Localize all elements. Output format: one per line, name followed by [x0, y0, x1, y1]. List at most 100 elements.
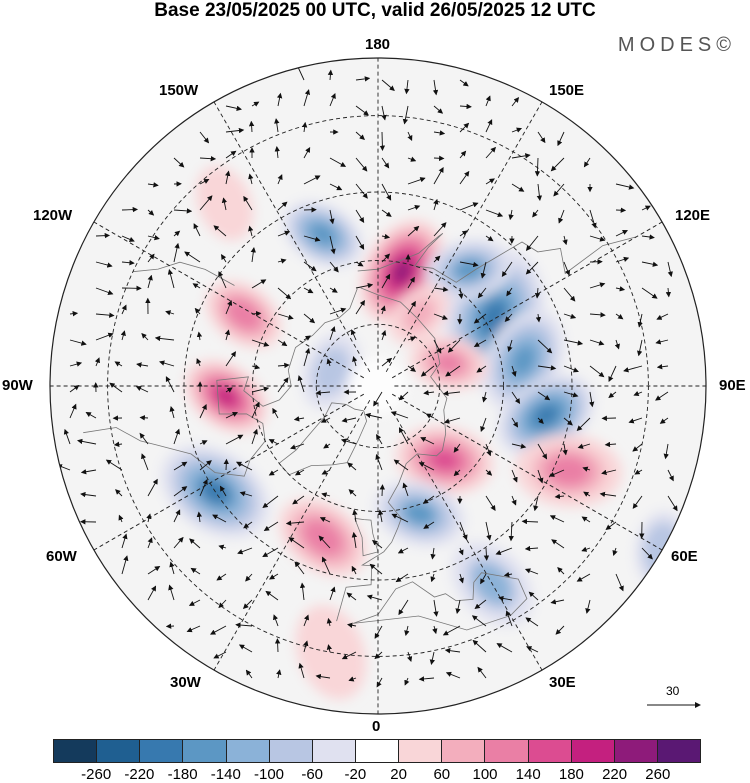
wind-vector [147, 209, 155, 216]
wind-vector [355, 209, 365, 223]
wind-vector [557, 131, 565, 147]
wind-vector [581, 546, 591, 552]
wind-vector [393, 459, 409, 471]
wind-vector [442, 625, 461, 636]
wind-vector [549, 515, 565, 523]
wind-vector [608, 391, 617, 399]
wind-vector [299, 582, 306, 601]
wind-vector [534, 287, 541, 299]
wind-vector [169, 406, 175, 419]
wind-vector [433, 167, 444, 185]
wind-vector [69, 403, 77, 419]
wind-vector [563, 339, 584, 346]
wind-vector [355, 157, 368, 172]
wind-vector [355, 235, 365, 250]
wind-vector [225, 170, 231, 185]
wind-vector [95, 232, 111, 239]
wind-vector [290, 443, 305, 450]
wind-vector [141, 332, 149, 341]
wind-vector [398, 391, 409, 401]
wind-vector [190, 567, 201, 575]
wind-vector [558, 209, 565, 224]
wind-vector [355, 282, 374, 289]
wind-vector [293, 416, 305, 422]
wind-vector [583, 491, 591, 497]
wind-vector [433, 130, 446, 136]
wind-vector [521, 518, 539, 525]
wind-vector [235, 461, 253, 471]
wind-vector [473, 339, 487, 347]
wind-vector [407, 177, 426, 185]
wind-vector [511, 391, 521, 405]
wind-vector [218, 544, 227, 550]
wind-vector [352, 509, 358, 523]
wind-vector [496, 643, 513, 653]
wind-vector [167, 269, 175, 289]
wind-vector [535, 313, 542, 323]
wind-vector [251, 339, 270, 347]
wind-vector [303, 313, 316, 324]
wind-vector [315, 390, 331, 396]
wind-vector [315, 673, 331, 680]
wind-vector [433, 339, 442, 354]
wind-vector [633, 390, 643, 396]
wind-vector [433, 313, 448, 320]
wind-vector [263, 521, 279, 531]
wind-vector [154, 335, 175, 342]
wind-vector [218, 599, 227, 609]
wind-vector [303, 235, 321, 242]
wind-vector [346, 592, 357, 601]
wind-vector [319, 517, 331, 523]
wind-vector [381, 209, 392, 217]
wind-vector [355, 299, 365, 315]
wind-vector [407, 365, 417, 372]
wind-vector [277, 258, 287, 264]
wind-vector [506, 287, 513, 297]
wind-vector [329, 157, 347, 167]
wind-vector [641, 287, 658, 299]
lon-label-120e: 120E [675, 207, 711, 224]
wind-vector [192, 283, 201, 289]
colorbar-swatch [485, 740, 529, 762]
wind-vector [433, 198, 439, 211]
colorbar-swatch [312, 740, 356, 762]
wind-vector [477, 287, 487, 299]
positive-anomaly-cell [230, 303, 257, 326]
wind-vector [196, 358, 202, 367]
wind-vector [485, 119, 493, 133]
wind-vector [398, 427, 409, 445]
coastline [336, 287, 448, 622]
wind-vector [381, 157, 390, 169]
lon-label-120w: 120W [33, 207, 73, 224]
wind-vector [113, 441, 123, 448]
map-boundary [49, 57, 707, 715]
wind-vector [511, 443, 527, 449]
wind-vector [583, 157, 591, 168]
wind-vector [273, 614, 279, 627]
wind-vector [508, 521, 514, 542]
wind-vector [341, 651, 357, 660]
wind-vector [537, 131, 546, 144]
wind-vector [485, 235, 494, 242]
wind-vector [321, 556, 331, 575]
wind-vector [432, 79, 439, 96]
wind-vector [474, 599, 487, 610]
wind-vector [303, 147, 311, 159]
wind-vector [298, 662, 305, 679]
wind-vector [251, 310, 262, 317]
wind-vector [186, 625, 201, 633]
wind-vector [433, 105, 444, 114]
wind-vector [139, 432, 149, 445]
lon-label-60w: 60W [46, 548, 77, 565]
wind-vector [485, 95, 491, 107]
wind-vector [225, 300, 233, 315]
wind-vector [395, 573, 409, 583]
wind-vector [212, 514, 227, 523]
wind-vector [485, 178, 495, 185]
wind-vector [340, 438, 357, 445]
wind-vector [534, 157, 541, 177]
wind-vector [288, 537, 305, 549]
wind-vector [173, 242, 180, 263]
wind-vector [350, 329, 357, 341]
wind-vector [173, 428, 181, 445]
